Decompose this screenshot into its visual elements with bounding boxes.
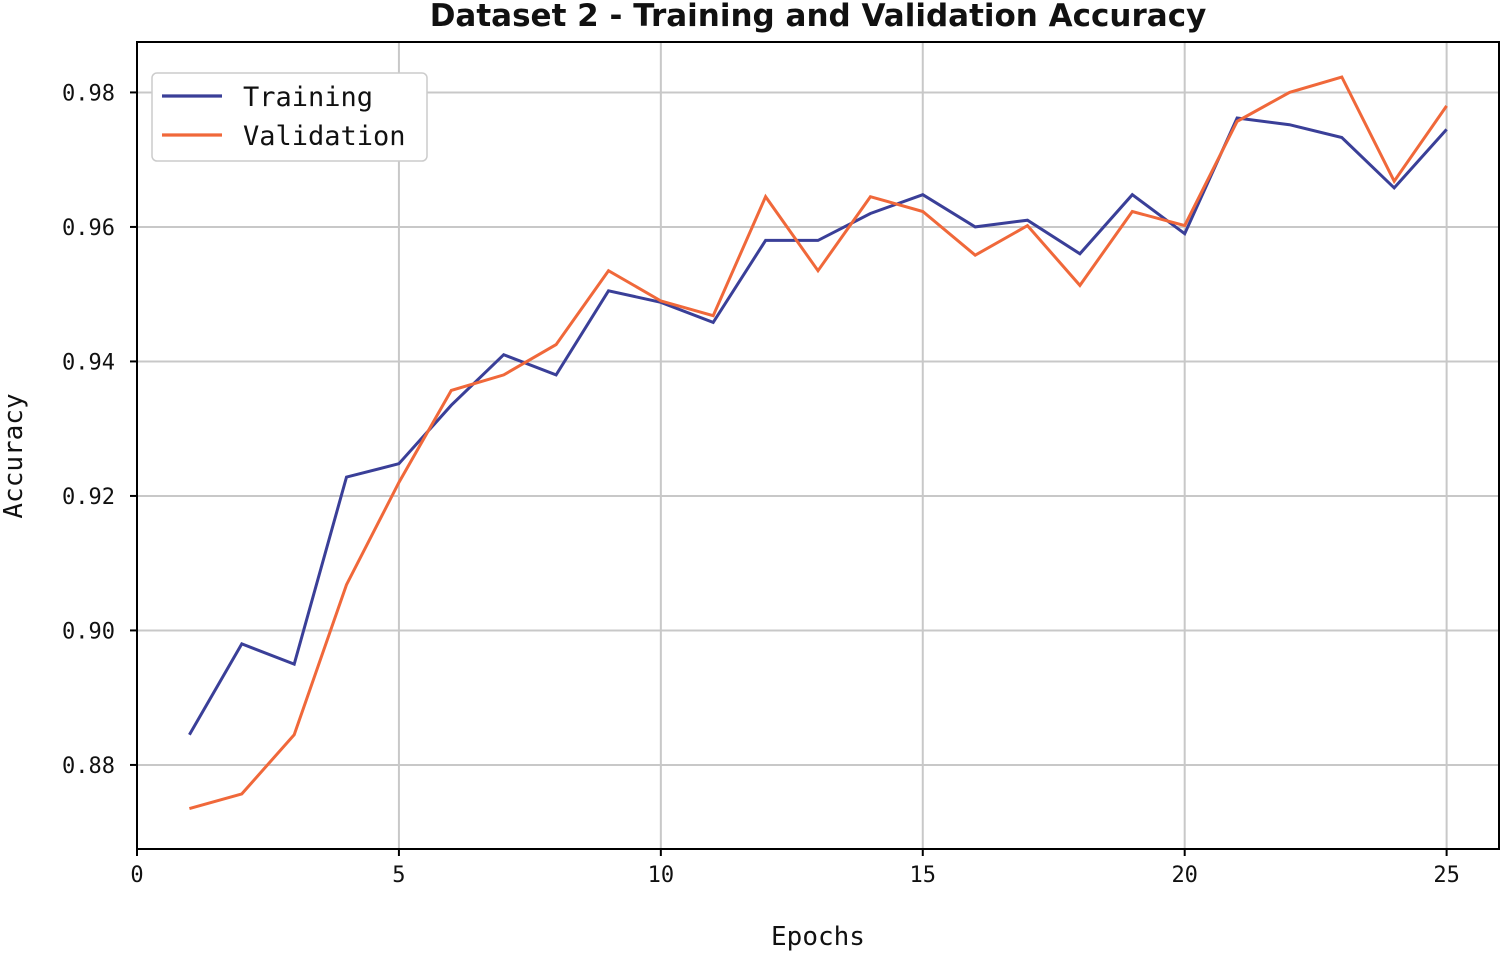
x-tick-label: 15 bbox=[910, 863, 937, 888]
x-tick-label: 25 bbox=[1433, 863, 1460, 888]
grid-layer bbox=[137, 42, 1499, 849]
chart-title: Dataset 2 - Training and Validation Accu… bbox=[430, 0, 1207, 34]
legend: Training Validation bbox=[151, 72, 428, 162]
legend-label-training: Training bbox=[243, 82, 373, 113]
legend-label-validation: Validation bbox=[243, 121, 406, 152]
y-tick-label: 0.90 bbox=[62, 619, 115, 644]
y-tick-label: 0.94 bbox=[62, 350, 115, 375]
y-axis-label: Accuracy bbox=[0, 393, 29, 518]
x-tick-label: 5 bbox=[392, 863, 405, 888]
series-line-validation bbox=[188, 75, 1448, 811]
x-axis-label: Epochs bbox=[771, 922, 865, 952]
tick-layer: 0 5 10 15 20 25 0.88 0.90 0.92 0.94 0.96 0.98 bbox=[62, 81, 1460, 888]
plot-frame bbox=[136, 41, 1500, 850]
series-layer bbox=[188, 75, 1448, 811]
y-tick-label: 0.92 bbox=[62, 485, 115, 510]
y-tick-label: 0.96 bbox=[62, 216, 115, 241]
y-tick-label: 0.98 bbox=[62, 81, 115, 106]
x-tick-label: 0 bbox=[130, 863, 143, 888]
series-line-training bbox=[188, 116, 1448, 736]
x-tick-label: 20 bbox=[1171, 863, 1198, 888]
y-tick-label: 0.88 bbox=[62, 754, 115, 779]
x-tick-label: 10 bbox=[648, 863, 675, 888]
